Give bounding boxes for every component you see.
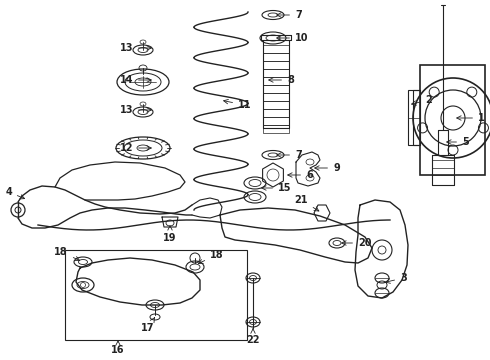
Text: 14: 14 [120,75,151,85]
Bar [263,93,289,101]
Bar [263,117,289,125]
Text: 12: 12 [120,143,151,153]
Text: 18: 18 [54,247,80,261]
Text: 10: 10 [277,33,309,43]
Text: 13: 13 [120,43,151,53]
Text: 22: 22 [246,329,260,345]
Text: 7: 7 [277,10,302,20]
Text: 21: 21 [294,195,319,211]
Bar [263,53,289,61]
Bar [65,250,247,340]
Bar [263,109,289,117]
Bar [263,125,289,133]
Text: 20: 20 [342,238,371,248]
Text: 17: 17 [141,318,155,333]
Text: 3: 3 [386,273,407,283]
Text: 8: 8 [269,75,294,85]
Bar [263,45,289,53]
Text: 13: 13 [120,105,151,115]
Bar [263,85,289,93]
Text: 11: 11 [223,99,251,110]
Text: 15: 15 [262,183,292,193]
Bar [263,77,289,85]
Text: 19: 19 [163,226,177,243]
Bar [420,65,485,175]
Bar [263,61,289,69]
Text: 7: 7 [277,150,302,160]
Text: 2: 2 [412,95,432,105]
Text: 1: 1 [457,113,485,123]
Text: 9: 9 [315,163,340,173]
Text: 16: 16 [111,341,125,355]
Bar [408,90,420,145]
Text: 4: 4 [5,187,25,199]
Text: 6: 6 [288,170,313,180]
Text: 18: 18 [198,250,223,264]
Text: 5: 5 [447,137,469,147]
Bar [263,69,289,77]
Bar [263,101,289,109]
